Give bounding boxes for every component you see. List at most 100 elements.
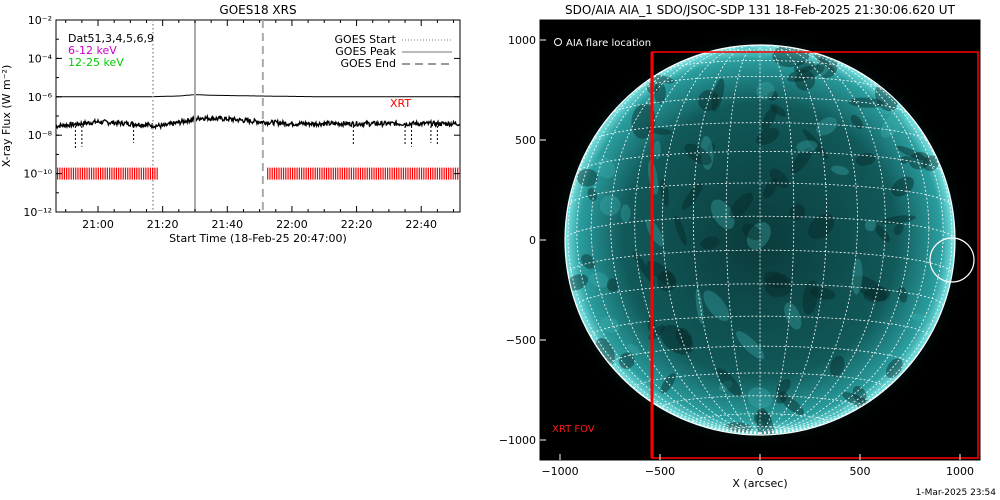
solar-texture-patch xyxy=(874,224,891,243)
solar-texture-patch xyxy=(881,215,916,224)
solar-texture-patch xyxy=(908,151,930,170)
goes-y-tick-label: 10⁻¹⁰ xyxy=(23,168,52,181)
solar-texture-patch xyxy=(894,223,904,235)
grid-line xyxy=(576,151,944,173)
solar-texture-patch xyxy=(827,403,845,418)
grid-line xyxy=(665,60,855,70)
solar-texture-patch xyxy=(896,145,926,161)
solar-texture-patch xyxy=(808,213,835,240)
solar-texture-patch xyxy=(660,325,694,355)
solar-texture-patch xyxy=(790,147,813,174)
goes-y-axis-label: X-ray Flux (W m⁻²) xyxy=(0,65,13,167)
solar-texture-patch xyxy=(742,223,762,241)
solar-texture-patch xyxy=(654,81,666,104)
grid-line xyxy=(759,239,955,434)
grid-line xyxy=(634,46,761,434)
goes-legend-right: GOES Start GOES Peak GOES End xyxy=(335,33,452,70)
goes-x-tick-label: 21:20 xyxy=(147,218,179,231)
goes-y-tick-label: 10⁻⁴ xyxy=(28,52,53,65)
solar-texture-patch xyxy=(648,127,672,135)
goes-x-tick-label: 22:40 xyxy=(405,218,437,231)
solar-texture-patch xyxy=(756,81,775,100)
legend-entry-12-25kev: 12-25 keV xyxy=(68,56,124,69)
goes-y-ticks: 10⁻¹² 10⁻¹⁰ 10⁻⁸ 10⁻⁶ 10⁻⁴ 10⁻² xyxy=(23,14,460,219)
solar-limb xyxy=(564,44,956,436)
solar-texture-patch xyxy=(829,355,845,378)
goes-high-channel-line xyxy=(56,94,460,98)
solar-texture-patch xyxy=(645,218,664,247)
aia-title: SDO/AIA AIA_1 SDO/JSOC-SDP 131 18-Feb-20… xyxy=(565,3,956,17)
aia-legend-text: AIA flare location xyxy=(566,38,651,49)
solar-texture-patch xyxy=(716,368,742,397)
solar-texture-patch xyxy=(606,278,619,292)
solar-texture-patch xyxy=(802,129,829,159)
solar-texture-patch xyxy=(776,379,791,396)
solar-texture-patch xyxy=(710,199,735,230)
solar-texture-patch xyxy=(646,260,676,285)
solar-texture-patch xyxy=(793,60,815,73)
aia-panel: SDO/AIA AIA_1 SDO/JSOC-SDP 131 18-Feb-20… xyxy=(499,3,996,498)
solar-texture-patch xyxy=(852,385,867,404)
solar-texture-patch xyxy=(796,140,818,153)
solar-texture-patch xyxy=(809,287,836,300)
solar-texture-patch xyxy=(589,271,610,288)
solar-texture-patch xyxy=(879,94,898,115)
solar-texture-patch xyxy=(863,286,891,302)
solar-texture-patch xyxy=(746,222,771,250)
solar-texture-patch xyxy=(618,352,635,369)
grid-line xyxy=(567,80,761,434)
grid-line xyxy=(759,80,953,434)
legend-entry-detectors: Dat51,3,4,5,6,9 xyxy=(68,32,154,45)
solar-texture-patch xyxy=(899,155,911,164)
grid-line xyxy=(565,239,761,434)
aia-y-tick-label: −500 xyxy=(506,334,536,347)
grid-line xyxy=(759,49,930,434)
solar-texture-patch xyxy=(816,117,838,136)
goes-y-tick-label: 10⁻⁶ xyxy=(28,91,53,104)
solar-texture-patch xyxy=(600,341,615,355)
solar-texture-patch xyxy=(631,103,656,139)
solar-texture-patch xyxy=(700,236,720,250)
solar-texture-patch xyxy=(632,251,655,285)
aia-x-tick-label: −500 xyxy=(645,465,675,478)
solar-texture-patch xyxy=(684,143,712,166)
solar-texture-patch xyxy=(681,182,704,210)
solar-texture-patch xyxy=(802,280,819,315)
goes-x-ticks: 21:00 21:20 21:40 22:00 22:20 22:40 xyxy=(65,20,455,231)
solar-texture-patch xyxy=(784,302,802,330)
solar-texture-patch xyxy=(707,142,715,154)
solar-texture-patch xyxy=(831,165,849,176)
goes-y-tick-label: 10⁻¹² xyxy=(23,206,52,219)
solar-texture-patch xyxy=(714,53,723,63)
solar-texture-patch xyxy=(627,343,640,355)
legend-entry-6-12kev: 6-12 keV xyxy=(68,44,117,57)
solar-texture-patch xyxy=(711,78,725,112)
solar-texture-patch xyxy=(657,271,677,292)
aia-y-tick-label: −1000 xyxy=(499,434,536,447)
grid-line xyxy=(692,413,828,422)
grid-line xyxy=(590,49,761,434)
grid-line xyxy=(759,46,886,434)
plot-timestamp: 1-Mar-2025 23:54 xyxy=(916,488,997,498)
legend-entry-goes-peak: GOES Peak xyxy=(335,45,396,58)
goes-xrt-label: XRT xyxy=(390,97,411,110)
solar-texture-patch xyxy=(764,273,793,298)
aia-image-content xyxy=(549,29,979,459)
solar-texture-patch xyxy=(761,106,777,131)
solar-texture-patch xyxy=(744,420,764,435)
solar-texture-patch xyxy=(885,358,903,379)
aia-x-tick-label: 1000 xyxy=(946,465,974,478)
solar-texture-patch xyxy=(577,168,598,187)
goes-low-channel-line xyxy=(55,113,460,131)
grid-line xyxy=(662,395,858,408)
solar-texture-patch xyxy=(766,91,778,101)
aia-legend: AIA flare location xyxy=(554,38,651,49)
solar-texture-patch xyxy=(770,103,787,117)
goes-panel: GOES18 XRS 21:00 21:20 21:40 22:00 22:20 22:4… xyxy=(0,3,461,245)
aia-y-tick-label: 500 xyxy=(515,134,536,147)
solar-texture-patch xyxy=(620,204,631,223)
grid-line xyxy=(565,215,955,241)
aia-x-tick-label: 500 xyxy=(850,465,871,478)
goes-y-tick-label: 10⁻² xyxy=(28,14,52,27)
